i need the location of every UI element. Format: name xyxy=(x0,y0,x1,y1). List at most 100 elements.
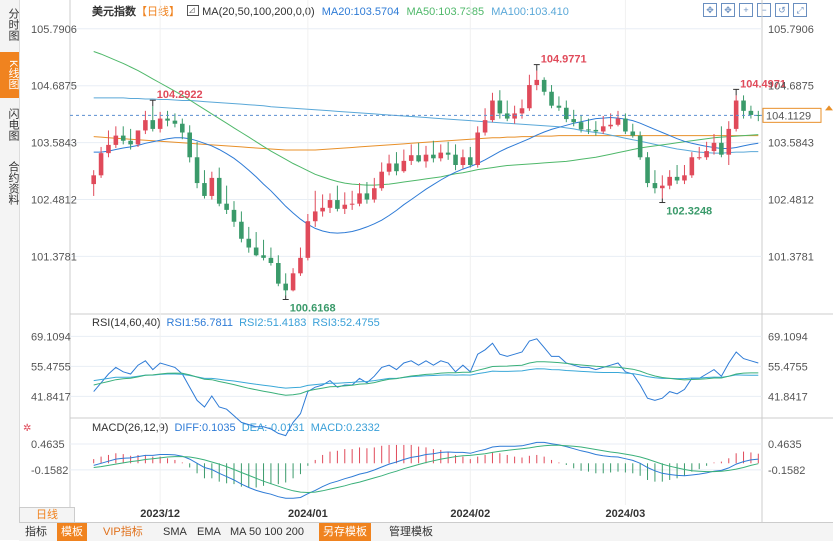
candle-body xyxy=(608,124,613,127)
zoom-in-icon[interactable]: + xyxy=(739,3,753,17)
save-template-button[interactable]: 另存模板 xyxy=(319,523,371,541)
candle-body xyxy=(165,118,170,121)
candle-body xyxy=(733,100,739,129)
candle-body xyxy=(741,100,746,111)
candle xyxy=(438,144,444,162)
tab-lightning[interactable]: 闪电图 xyxy=(7,107,19,141)
candle xyxy=(180,118,185,140)
tab-template[interactable]: 模板 xyxy=(57,523,87,541)
rsi-line-rsi2 xyxy=(93,368,759,389)
candle xyxy=(704,141,709,160)
candle xyxy=(128,128,133,150)
ma200-line xyxy=(93,135,759,151)
candle xyxy=(135,130,141,147)
candle xyxy=(719,126,724,158)
candle-body xyxy=(261,255,266,258)
tab-time-sharing[interactable]: 分时图 xyxy=(7,7,19,41)
candle xyxy=(756,110,761,122)
candle-body xyxy=(704,151,709,158)
tab-ema[interactable]: EMA xyxy=(197,526,221,538)
candle xyxy=(113,126,119,148)
candle-body xyxy=(320,207,325,212)
move-icon[interactable]: ✥ xyxy=(703,3,717,17)
candle xyxy=(364,182,370,204)
tab-vip-indicators[interactable]: VIP指标 xyxy=(103,526,143,538)
price-axis-label-left: 104.6875 xyxy=(31,81,77,93)
tab-sma[interactable]: SMA xyxy=(163,526,187,538)
candle xyxy=(682,165,687,185)
candle-body xyxy=(416,155,421,162)
zoom-out-icon[interactable]: − xyxy=(757,3,771,17)
tab-ma-50-100-200[interactable]: MA 50 100 200 xyxy=(230,526,305,538)
ma50-value: MA50:103.7385 xyxy=(406,6,485,18)
candle-body xyxy=(379,171,384,189)
candle xyxy=(431,140,436,163)
candle xyxy=(637,131,643,160)
dea-line xyxy=(93,444,759,494)
candle-body xyxy=(298,257,303,274)
candle-body xyxy=(150,120,156,129)
macd-axis-label: 0.4635 xyxy=(768,439,802,451)
candle xyxy=(253,232,259,257)
ma100-value: MA100:103.410 xyxy=(491,6,569,18)
candle-body xyxy=(719,142,724,155)
candle-body xyxy=(541,79,547,92)
x-tick-label: 2024/02 xyxy=(450,508,490,520)
period-selector-button[interactable]: 日线 xyxy=(19,507,75,524)
candle-body xyxy=(386,163,392,172)
candle xyxy=(379,162,384,191)
move-icon[interactable]: ✥ xyxy=(721,3,735,17)
candle-body xyxy=(202,183,207,196)
candle xyxy=(224,185,229,214)
dea-value: DEA:-0.0131 xyxy=(241,422,305,434)
candle xyxy=(689,152,695,178)
candle xyxy=(187,125,192,163)
candle-body xyxy=(431,154,436,159)
candle-body xyxy=(364,193,370,200)
candle xyxy=(106,130,111,158)
candle xyxy=(231,201,237,227)
candle-body xyxy=(726,128,732,155)
settings-gear-icon[interactable]: ✲ xyxy=(23,423,32,434)
current-price-box xyxy=(762,107,822,123)
candle xyxy=(372,177,377,203)
candle-body xyxy=(327,200,333,208)
manage-template-button[interactable]: 管理模板 xyxy=(389,526,433,538)
candle-body xyxy=(342,204,348,209)
candle-body xyxy=(578,122,584,130)
candle-body xyxy=(91,175,96,185)
reset-icon[interactable]: ↺ xyxy=(775,3,789,17)
candle xyxy=(527,74,532,111)
candle xyxy=(541,77,547,96)
ma-icon[interactable]: ◿ xyxy=(187,5,200,16)
candle-body xyxy=(120,135,126,141)
candle-body xyxy=(423,154,429,162)
candle-body xyxy=(652,183,658,189)
candle-body xyxy=(216,177,222,204)
rsi-axis-label: 55.4755 xyxy=(768,361,808,373)
fullscreen-icon[interactable]: ⤢ xyxy=(793,3,807,17)
candle-body xyxy=(460,157,466,165)
candle-body xyxy=(660,185,665,189)
candle xyxy=(608,113,613,129)
candle-body xyxy=(349,203,355,205)
candle xyxy=(645,152,650,188)
candle xyxy=(327,193,333,213)
candle-body xyxy=(564,107,569,120)
extreme-label: 104.4971 xyxy=(740,78,786,90)
candle-body xyxy=(667,176,672,186)
candle xyxy=(165,110,170,127)
candle-body xyxy=(490,100,495,121)
tab-kline[interactable]: K线图 xyxy=(0,52,19,98)
price-axis-label-left: 101.3781 xyxy=(31,251,77,263)
candle-body xyxy=(630,131,636,136)
tab-indicators[interactable]: 指标 xyxy=(25,526,47,538)
price-legend: 美元指数【日线】 ◿ MA(20,50,100,200,0,0) MA20:10… xyxy=(92,3,569,19)
tab-contract-info[interactable]: 合约资料 xyxy=(7,161,19,205)
chart-canvas: 104.1129 104.2922 104.9771 104.4971 100.6168… xyxy=(31,0,833,522)
candle xyxy=(733,95,739,132)
candle xyxy=(696,146,702,160)
candle-body xyxy=(711,142,717,152)
candle-body xyxy=(394,163,399,172)
macd-value: MACD:0.2332 xyxy=(310,422,380,434)
